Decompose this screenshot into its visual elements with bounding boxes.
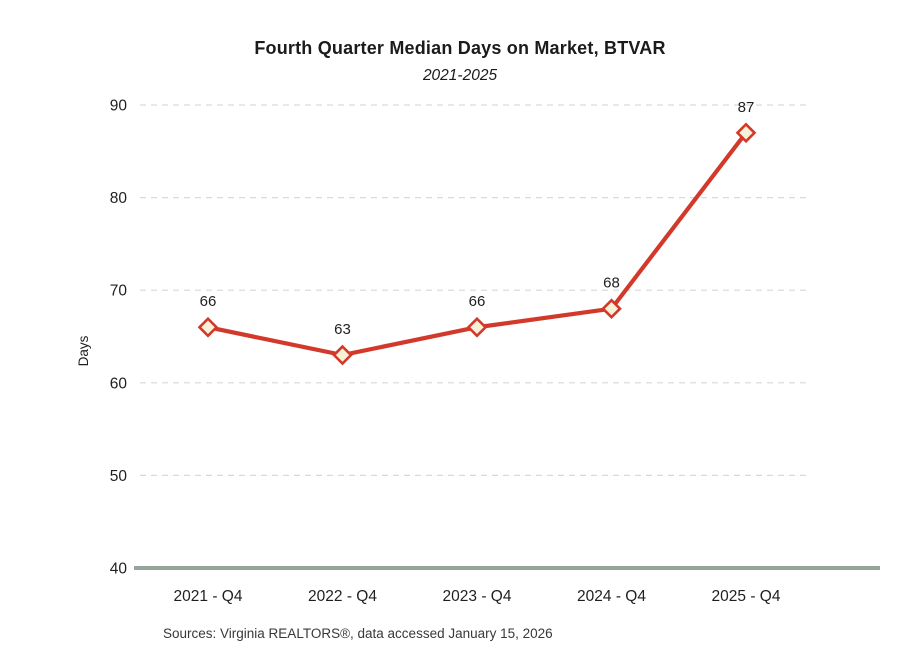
y-axis-title: Days — [76, 335, 91, 366]
data-point-marker — [601, 298, 622, 320]
data-point-marker — [332, 344, 353, 366]
data-point-label: 68 — [603, 275, 620, 292]
data-point-label: 66 — [469, 293, 486, 310]
y-tick-label: 40 — [110, 561, 128, 578]
chart-subtitle: 2021-2025 — [422, 67, 498, 84]
x-tick-label: 2023 - Q4 — [443, 588, 512, 605]
y-tick-label: 60 — [110, 375, 128, 392]
data-point-label: 66 — [200, 293, 217, 310]
data-point-marker — [735, 122, 757, 144]
x-tick-label: 2024 - Q4 — [577, 588, 646, 605]
data-point-marker — [466, 316, 488, 338]
data-point-label: 87 — [738, 99, 755, 116]
data-point-label: 63 — [334, 321, 351, 338]
x-tick-label: 2022 - Q4 — [308, 588, 377, 605]
source-note: Sources: Virginia REALTORS®, data access… — [163, 626, 553, 641]
y-tick-label: 70 — [110, 283, 128, 300]
y-tick-label: 80 — [110, 190, 128, 207]
y-tick-label: 90 — [110, 98, 128, 115]
x-tick-label: 2021 - Q4 — [174, 588, 243, 605]
y-tick-label: 50 — [110, 468, 128, 485]
data-point-marker — [197, 316, 219, 338]
x-tick-label: 2025 - Q4 — [712, 588, 781, 605]
chart-title: Fourth Quarter Median Days on Market, BT… — [254, 38, 666, 58]
